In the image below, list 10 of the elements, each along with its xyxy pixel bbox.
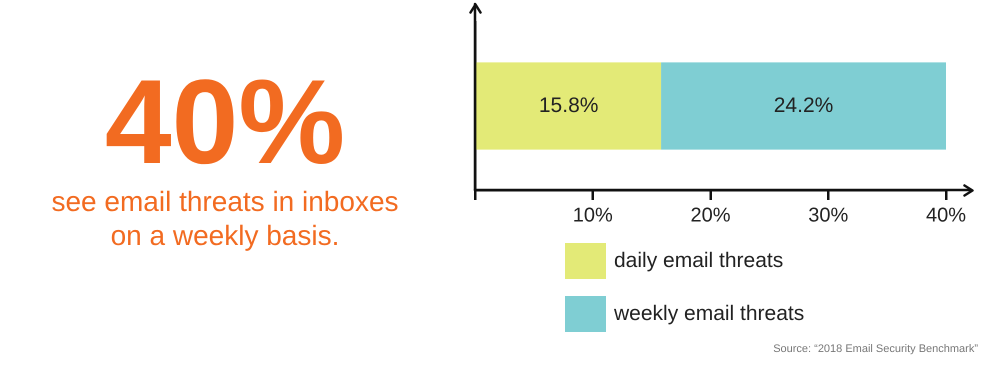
data-label: 15.8% xyxy=(538,94,598,117)
legend-label: daily email threats xyxy=(614,249,784,273)
x-tick-label: 30% xyxy=(808,204,848,227)
x-tick-label: 40% xyxy=(926,204,966,227)
legend-label: weekly email threats xyxy=(614,302,804,326)
data-label: 24.2% xyxy=(774,94,834,117)
x-tick-label: 10% xyxy=(572,204,613,227)
x-tick-label: 20% xyxy=(690,204,731,227)
text: see email threats in inboxes on a weekly basis. xyxy=(50,185,400,253)
source-note: Source: “2018 Email Security Benchmark” xyxy=(773,343,978,355)
